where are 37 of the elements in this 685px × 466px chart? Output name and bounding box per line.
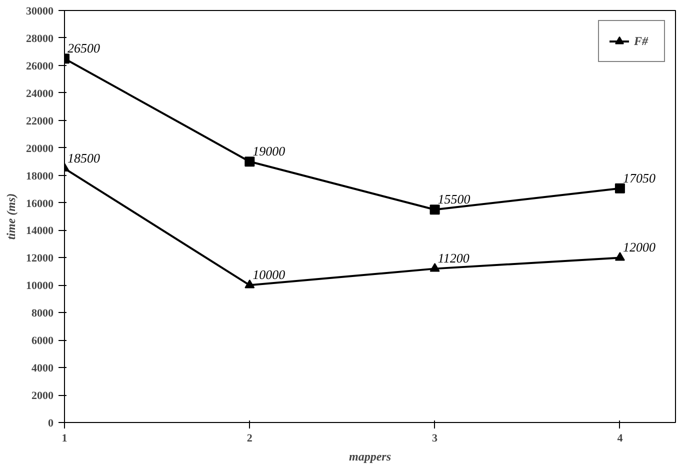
y-tick-label: 20000 xyxy=(26,142,54,155)
y-tick-label: 10000 xyxy=(26,280,54,292)
y-tick-label: 12000 xyxy=(26,252,54,265)
y-tick-label: 0 xyxy=(48,418,54,430)
y-tick-label: 6000 xyxy=(32,335,54,348)
y-tick-label: 14000 xyxy=(26,225,54,238)
y-tick-label: 18000 xyxy=(26,170,54,182)
legend-label: F# xyxy=(634,34,650,48)
point xyxy=(614,252,625,261)
data-label: 12000 xyxy=(622,240,656,255)
y-tick-label: 8000 xyxy=(32,308,54,320)
y-tick-label: 30000 xyxy=(26,6,54,18)
x-axis-title: mappers xyxy=(349,450,392,464)
x-tick-label: 1 xyxy=(62,432,68,444)
y-tick-label: 4000 xyxy=(32,362,54,375)
y-tick-label: 24000 xyxy=(26,88,54,100)
y-tick-label: 28000 xyxy=(26,32,54,45)
data-label: 15500 xyxy=(438,192,471,207)
data-label: 10000 xyxy=(252,267,286,282)
y-tick-label: 2000 xyxy=(32,390,54,402)
point xyxy=(430,204,440,215)
x-tick-label: 4 xyxy=(617,432,624,444)
y-tick-label: 26000 xyxy=(26,60,54,72)
y-axis-title: time (ms) xyxy=(4,193,18,240)
data-label: 26500 xyxy=(68,40,100,56)
data-label: 19000 xyxy=(252,144,286,159)
data-label: 18500 xyxy=(68,150,100,166)
point xyxy=(614,183,625,194)
point xyxy=(430,262,440,272)
x-tick-label: 3 xyxy=(432,432,438,444)
x-tick-label: 2 xyxy=(246,432,253,444)
data-label: 17050 xyxy=(622,170,656,186)
point xyxy=(244,156,255,167)
y-tick-label: 16000 xyxy=(26,198,54,210)
point xyxy=(244,279,255,288)
y-tick-label: 22000 xyxy=(26,115,54,128)
data-label: 11200 xyxy=(438,250,470,266)
